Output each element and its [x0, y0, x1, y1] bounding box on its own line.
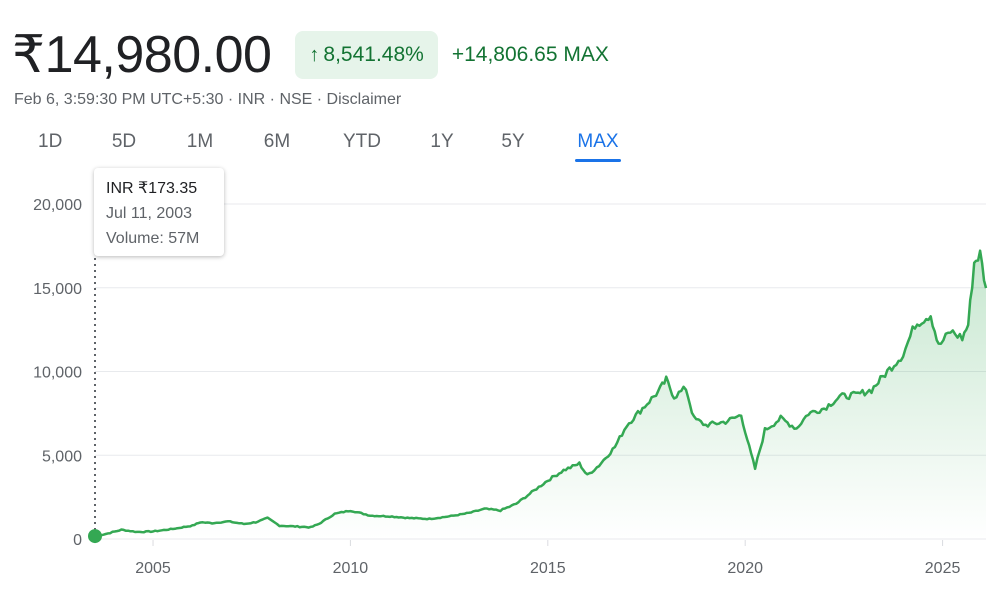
price-meta: Feb 6, 3:59:30 PM UTC+5:30 · INR · NSE ·…: [14, 91, 402, 108]
y-tick-label: 5,000: [42, 448, 82, 465]
y-tick-label: 20,000: [33, 197, 82, 214]
price-area: [95, 250, 986, 539]
y-axis-labels: 0 5,000 10,000 15,000 20,000: [33, 197, 82, 549]
tab-6m[interactable]: 6M: [263, 131, 291, 152]
tooltip-date: Jul 11, 2003: [106, 205, 192, 222]
current-price: ₹14,980.00: [12, 26, 272, 84]
tab-5d[interactable]: 5D: [111, 131, 137, 152]
x-axis-labels: 2005 2010 2015 2020 2025: [135, 540, 960, 577]
tab-ytd[interactable]: YTD: [343, 131, 381, 152]
tab-1m[interactable]: 1M: [186, 131, 214, 152]
percent-change-badge: ↑ 8,541.48%: [295, 31, 438, 79]
tab-5y[interactable]: 5Y: [501, 131, 525, 152]
percent-change-value: 8,541.48%: [323, 43, 424, 66]
x-tick-label: 2025: [925, 560, 961, 577]
tab-1d[interactable]: 1D: [38, 131, 63, 152]
tab-1y[interactable]: 1Y: [430, 131, 454, 152]
absolute-change: +14,806.65 MAX: [451, 43, 609, 66]
x-tick-label: 2005: [135, 560, 171, 577]
x-tick-label: 2015: [530, 560, 566, 577]
x-tick-label: 2020: [727, 560, 763, 577]
chart-tooltip: INR ₹173.35 Jul 11, 2003 Volume: 57M: [94, 168, 224, 256]
arrow-up-icon: ↑: [309, 43, 320, 66]
tab-max[interactable]: MAX: [575, 128, 621, 162]
x-tick-label: 2010: [333, 560, 369, 577]
tooltip-volume: Volume: 57M: [106, 230, 200, 247]
price-line: [94, 249, 988, 538]
y-tick-label: 15,000: [33, 281, 82, 298]
y-tick-label: 10,000: [33, 365, 82, 382]
tooltip-price: INR ₹173.35: [106, 180, 198, 197]
hover-point: [88, 529, 102, 544]
y-tick-label: 0: [73, 532, 82, 549]
price-row: ₹14,980.00 ↑ 8,541.48% +14,806.65 MAX: [12, 26, 609, 84]
